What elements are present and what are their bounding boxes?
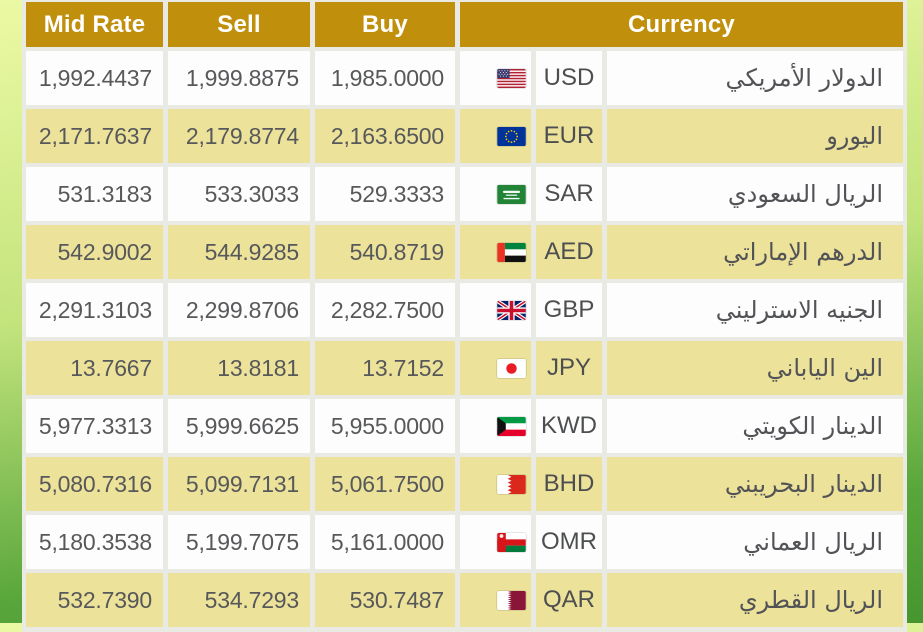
rate-row-sa: 531.3183 533.3033 529.3333 SAR الريال السعود…: [22, 167, 907, 221]
header-sell: Sell: [168, 2, 310, 47]
sell-value: 544.9285: [168, 225, 310, 279]
header-currency: Currency: [460, 2, 903, 47]
currency-name-arabic: الريال العماني: [607, 515, 903, 569]
mid-rate-value: 5,080.7316: [26, 457, 163, 511]
rate-row-kw: 5,977.3313 5,999.6625 5,955.0000 KWD الدينار…: [22, 399, 907, 453]
currency-name-arabic: الدرهم الإماراتي: [607, 225, 903, 279]
mid-rate-value: 5,180.3538: [26, 515, 163, 569]
header-mid-rate: Mid Rate: [26, 2, 163, 47]
mid-rate-value: 2,171.7637: [26, 109, 163, 163]
sell-value: 2,179.8774: [168, 109, 310, 163]
sa-flag-icon: [460, 167, 531, 221]
sell-value: 5,199.7075: [168, 515, 310, 569]
mid-rate-value: 5,977.3313: [26, 399, 163, 453]
rate-row-om: 5,180.3538 5,199.7075 5,161.0000 OMR الريال …: [22, 515, 907, 569]
rate-row-ae: 542.9002 544.9285 540.8719 AED الدرهم الإمار…: [22, 225, 907, 279]
header-buy: Buy: [315, 2, 455, 47]
buy-value: 2,282.7500: [315, 283, 455, 337]
rate-row-qa: 532.7390 534.7293 530.7487 QAR الريال القطري: [22, 573, 907, 627]
table-header-row: Mid Rate Sell Buy Currency: [22, 2, 907, 47]
sell-value: 13.8181: [168, 341, 310, 395]
mid-rate-value: 532.7390: [26, 573, 163, 627]
rate-row-jp: 13.7667 13.8181 13.7152 JPY الين الياباني: [22, 341, 907, 395]
mid-rate-value: 2,291.3103: [26, 283, 163, 337]
rate-row-eu: 2,171.7637 2,179.8774 2,163.6500 EUR اليورو: [22, 109, 907, 163]
currency-name-arabic: الريال السعودي: [607, 167, 903, 221]
currency-name-arabic: الدولار الأمريكي: [607, 51, 903, 105]
currency-name-arabic: الدينار الكويتي: [607, 399, 903, 453]
buy-value: 5,161.0000: [315, 515, 455, 569]
buy-value: 5,955.0000: [315, 399, 455, 453]
currency-code: QAR: [536, 573, 602, 627]
currency-code: SAR: [536, 167, 602, 221]
currency-name-arabic: الدينار البحريبني: [607, 457, 903, 511]
currency-name-arabic: الجنيه الاسترليني: [607, 283, 903, 337]
kw-flag-icon: [460, 399, 531, 453]
currency-name-arabic: الين الياباني: [607, 341, 903, 395]
buy-value: 530.7487: [315, 573, 455, 627]
mid-rate-value: 13.7667: [26, 341, 163, 395]
eu-flag-icon: [460, 109, 531, 163]
rate-row-bh: 5,080.7316 5,099.7131 5,061.7500 BHD الدينار…: [22, 457, 907, 511]
table-body: 1,992.4437 1,999.8875 1,985.0000 USD الدولار…: [22, 51, 907, 627]
currency-code: JPY: [536, 341, 602, 395]
buy-value: 1,985.0000: [315, 51, 455, 105]
sell-value: 1,999.8875: [168, 51, 310, 105]
mid-rate-value: 542.9002: [26, 225, 163, 279]
buy-value: 2,163.6500: [315, 109, 455, 163]
mid-rate-value: 1,992.4437: [26, 51, 163, 105]
currency-code: BHD: [536, 457, 602, 511]
us-flag-icon: [460, 51, 531, 105]
sell-value: 533.3033: [168, 167, 310, 221]
currency-code: USD: [536, 51, 602, 105]
rate-row-gb: 2,291.3103 2,299.8706 2,282.7500 GBP الجنيه …: [22, 283, 907, 337]
rates-table: Mid Rate Sell Buy Currency 1,992.4437 1,9…: [22, 0, 907, 632]
rate-row-us: 1,992.4437 1,999.8875 1,985.0000 USD الدولار…: [22, 51, 907, 105]
currency-name-arabic: الريال القطري: [607, 573, 903, 627]
buy-value: 540.8719: [315, 225, 455, 279]
currency-code: EUR: [536, 109, 602, 163]
jp-flag-icon: [460, 341, 531, 395]
mid-rate-value: 531.3183: [26, 167, 163, 221]
gb-flag-icon: [460, 283, 531, 337]
qa-flag-icon: [460, 573, 531, 627]
bh-flag-icon: [460, 457, 531, 511]
currency-name-arabic: اليورو: [607, 109, 903, 163]
currency-code: AED: [536, 225, 602, 279]
currency-code: GBP: [536, 283, 602, 337]
buy-value: 13.7152: [315, 341, 455, 395]
ae-flag-icon: [460, 225, 531, 279]
buy-value: 529.3333: [315, 167, 455, 221]
om-flag-icon: [460, 515, 531, 569]
sell-value: 2,299.8706: [168, 283, 310, 337]
sell-value: 5,999.6625: [168, 399, 310, 453]
sell-value: 534.7293: [168, 573, 310, 627]
currency-code: OMR: [536, 515, 602, 569]
sell-value: 5,099.7131: [168, 457, 310, 511]
currency-code: KWD: [536, 399, 602, 453]
buy-value: 5,061.7500: [315, 457, 455, 511]
